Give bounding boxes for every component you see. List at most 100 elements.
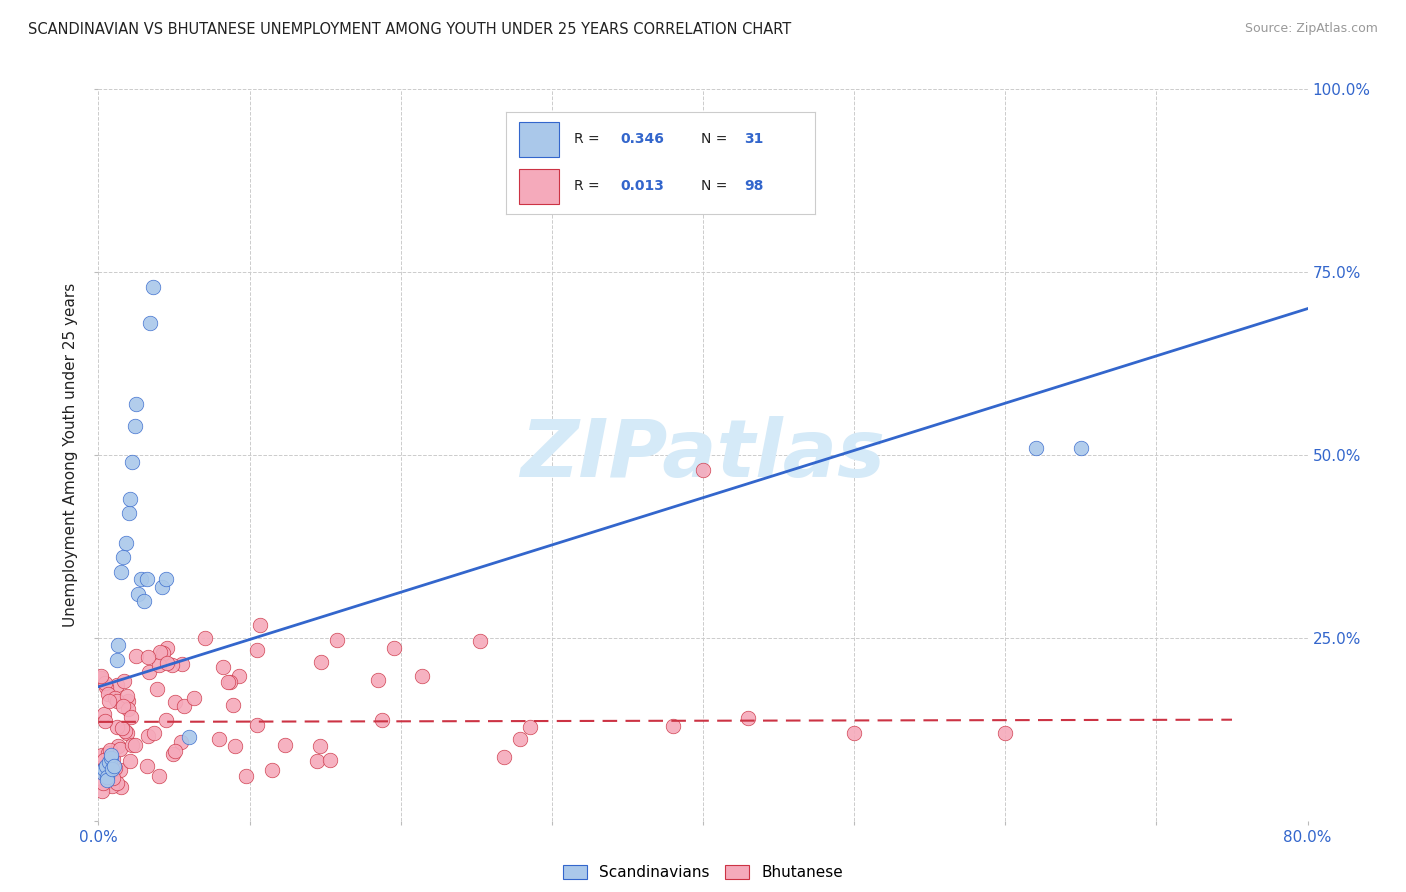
Point bbox=[132, 594, 155, 608]
Text: Source: ZipAtlas.com: Source: ZipAtlas.com bbox=[1244, 22, 1378, 36]
Point bbox=[100, 747, 122, 762]
Text: ZIPatlas: ZIPatlas bbox=[520, 416, 886, 494]
Point bbox=[124, 738, 146, 752]
Point bbox=[224, 739, 246, 753]
Point bbox=[367, 673, 389, 688]
Point bbox=[844, 726, 866, 740]
Point bbox=[519, 720, 541, 734]
Point bbox=[97, 774, 120, 789]
Legend: Scandinavians, Bhutanese: Scandinavians, Bhutanese bbox=[557, 858, 849, 886]
Point bbox=[468, 634, 491, 648]
Point bbox=[194, 631, 217, 645]
Point bbox=[179, 730, 201, 744]
Point bbox=[228, 669, 250, 683]
Point bbox=[1070, 441, 1092, 455]
Point bbox=[96, 773, 118, 788]
Point bbox=[156, 640, 179, 655]
Point bbox=[382, 641, 405, 656]
Point bbox=[219, 675, 242, 690]
Point bbox=[105, 720, 128, 734]
Point bbox=[93, 763, 115, 777]
Point bbox=[105, 653, 128, 667]
Point bbox=[260, 763, 283, 777]
Point bbox=[170, 735, 193, 749]
Point bbox=[136, 730, 159, 744]
Point bbox=[129, 572, 152, 586]
Point bbox=[94, 761, 117, 775]
Point bbox=[246, 642, 269, 657]
Point bbox=[246, 718, 269, 732]
Point bbox=[110, 565, 132, 579]
Point bbox=[90, 669, 112, 683]
Point bbox=[98, 755, 121, 769]
Point bbox=[117, 701, 139, 715]
Text: 0.346: 0.346 bbox=[620, 132, 665, 146]
Point bbox=[150, 580, 173, 594]
Point bbox=[138, 665, 160, 679]
Point bbox=[100, 770, 122, 784]
Point bbox=[124, 418, 146, 433]
Point bbox=[101, 751, 124, 765]
Point bbox=[235, 769, 257, 783]
Point bbox=[411, 668, 433, 682]
Point bbox=[90, 783, 112, 797]
Y-axis label: Unemployment Among Youth under 25 years: Unemployment Among Youth under 25 years bbox=[63, 283, 79, 627]
Point bbox=[156, 656, 179, 670]
Point bbox=[183, 690, 205, 705]
Point bbox=[692, 462, 714, 476]
Point bbox=[142, 279, 165, 293]
Point bbox=[120, 755, 142, 769]
Text: SCANDINAVIAN VS BHUTANESE UNEMPLOYMENT AMONG YOUTH UNDER 25 YEARS CORRELATION CH: SCANDINAVIAN VS BHUTANESE UNEMPLOYMENT A… bbox=[28, 22, 792, 37]
Point bbox=[222, 698, 245, 713]
Point bbox=[136, 650, 159, 665]
Point bbox=[100, 742, 122, 756]
Point bbox=[120, 491, 142, 506]
Point bbox=[127, 587, 149, 601]
Point bbox=[112, 699, 135, 714]
Point bbox=[100, 751, 122, 765]
Point bbox=[111, 721, 134, 735]
Point bbox=[108, 742, 131, 756]
Point bbox=[118, 507, 141, 521]
Bar bbox=[519, 169, 558, 204]
Point bbox=[160, 658, 183, 673]
Point bbox=[115, 689, 138, 703]
Point bbox=[101, 779, 124, 793]
Point bbox=[105, 678, 128, 692]
Point bbox=[148, 657, 170, 672]
Point bbox=[96, 770, 118, 784]
Point bbox=[162, 747, 184, 762]
Point bbox=[104, 690, 127, 705]
Point bbox=[143, 725, 166, 739]
Point bbox=[309, 739, 332, 753]
Point bbox=[152, 646, 174, 660]
Point bbox=[173, 698, 195, 713]
Text: N =: N = bbox=[702, 132, 731, 146]
Point bbox=[101, 771, 124, 785]
Point bbox=[311, 655, 333, 669]
Point bbox=[163, 744, 186, 758]
Point bbox=[146, 681, 169, 696]
Point bbox=[94, 680, 117, 694]
Point bbox=[136, 759, 159, 773]
Point bbox=[91, 766, 114, 780]
Point bbox=[249, 618, 271, 632]
Point bbox=[94, 768, 117, 782]
Point bbox=[208, 732, 231, 747]
Point bbox=[509, 731, 531, 746]
Point bbox=[97, 687, 120, 701]
Point bbox=[121, 738, 143, 752]
Point bbox=[103, 758, 125, 772]
Point bbox=[172, 657, 194, 672]
Point bbox=[93, 753, 115, 767]
Point bbox=[101, 763, 124, 777]
Point bbox=[125, 648, 148, 663]
Point bbox=[1024, 441, 1046, 455]
Point bbox=[107, 638, 129, 652]
Point bbox=[94, 676, 117, 690]
Point bbox=[117, 694, 139, 708]
Point bbox=[662, 718, 685, 732]
Text: 0.013: 0.013 bbox=[620, 179, 665, 194]
Point bbox=[110, 763, 132, 777]
Point bbox=[125, 397, 148, 411]
